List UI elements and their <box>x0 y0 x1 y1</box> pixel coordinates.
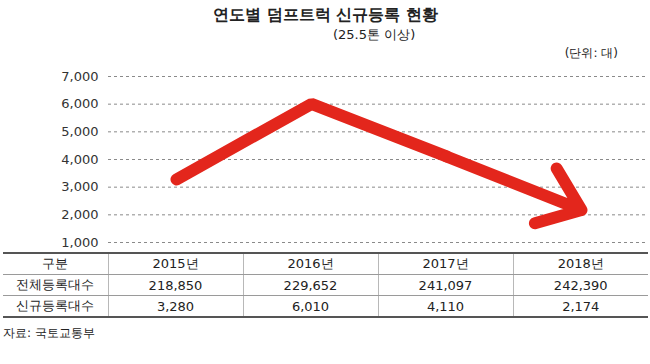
html-text:2016년: 2016년 <box>287 256 334 271</box>
svg-text:1,000: 1,000 <box>61 235 98 250</box>
html-text:218,850: 218,850 <box>148 277 203 293</box>
html-text:229,652: 229,652 <box>283 277 338 293</box>
html-text:(단위: 대): (단위: 대) <box>564 46 618 60</box>
svg-text:6,000: 6,000 <box>61 96 98 111</box>
html-text:전체등록대수: 전체등록대수 <box>16 277 95 292</box>
html-text:3,280: 3,280 <box>156 298 195 314</box>
html-text:연도별 덤프트럭 신규등록 현황: 연도별 덤프트럭 신규등록 현황 <box>213 5 438 24</box>
html-text:자료: 국토교통부: 자료: 국토교통부 <box>3 326 95 340</box>
svg-text:7,000: 7,000 <box>61 69 98 84</box>
html-text:2018년: 2018년 <box>557 256 604 271</box>
svg-text:2,000: 2,000 <box>61 207 98 222</box>
html-text:4,110: 4,110 <box>426 298 465 314</box>
svg-text:4,000: 4,000 <box>61 152 98 167</box>
html-text:2017년: 2017년 <box>422 256 469 271</box>
html-text:6,010: 6,010 <box>291 298 330 314</box>
html-text:2,174: 2,174 <box>562 298 600 314</box>
html-text:구분: 구분 <box>42 256 69 271</box>
svg-text:3,000: 3,000 <box>61 179 98 194</box>
html-text:2015년: 2015년 <box>152 256 199 271</box>
html-text:242,390: 242,390 <box>553 277 608 293</box>
html-text:신규등록대수: 신규등록대수 <box>16 298 95 313</box>
html-text:241,097: 241,097 <box>418 277 473 293</box>
html-text:(25.5톤 이상): (25.5톤 이상) <box>333 27 416 42</box>
svg-text:5,000: 5,000 <box>61 124 98 139</box>
